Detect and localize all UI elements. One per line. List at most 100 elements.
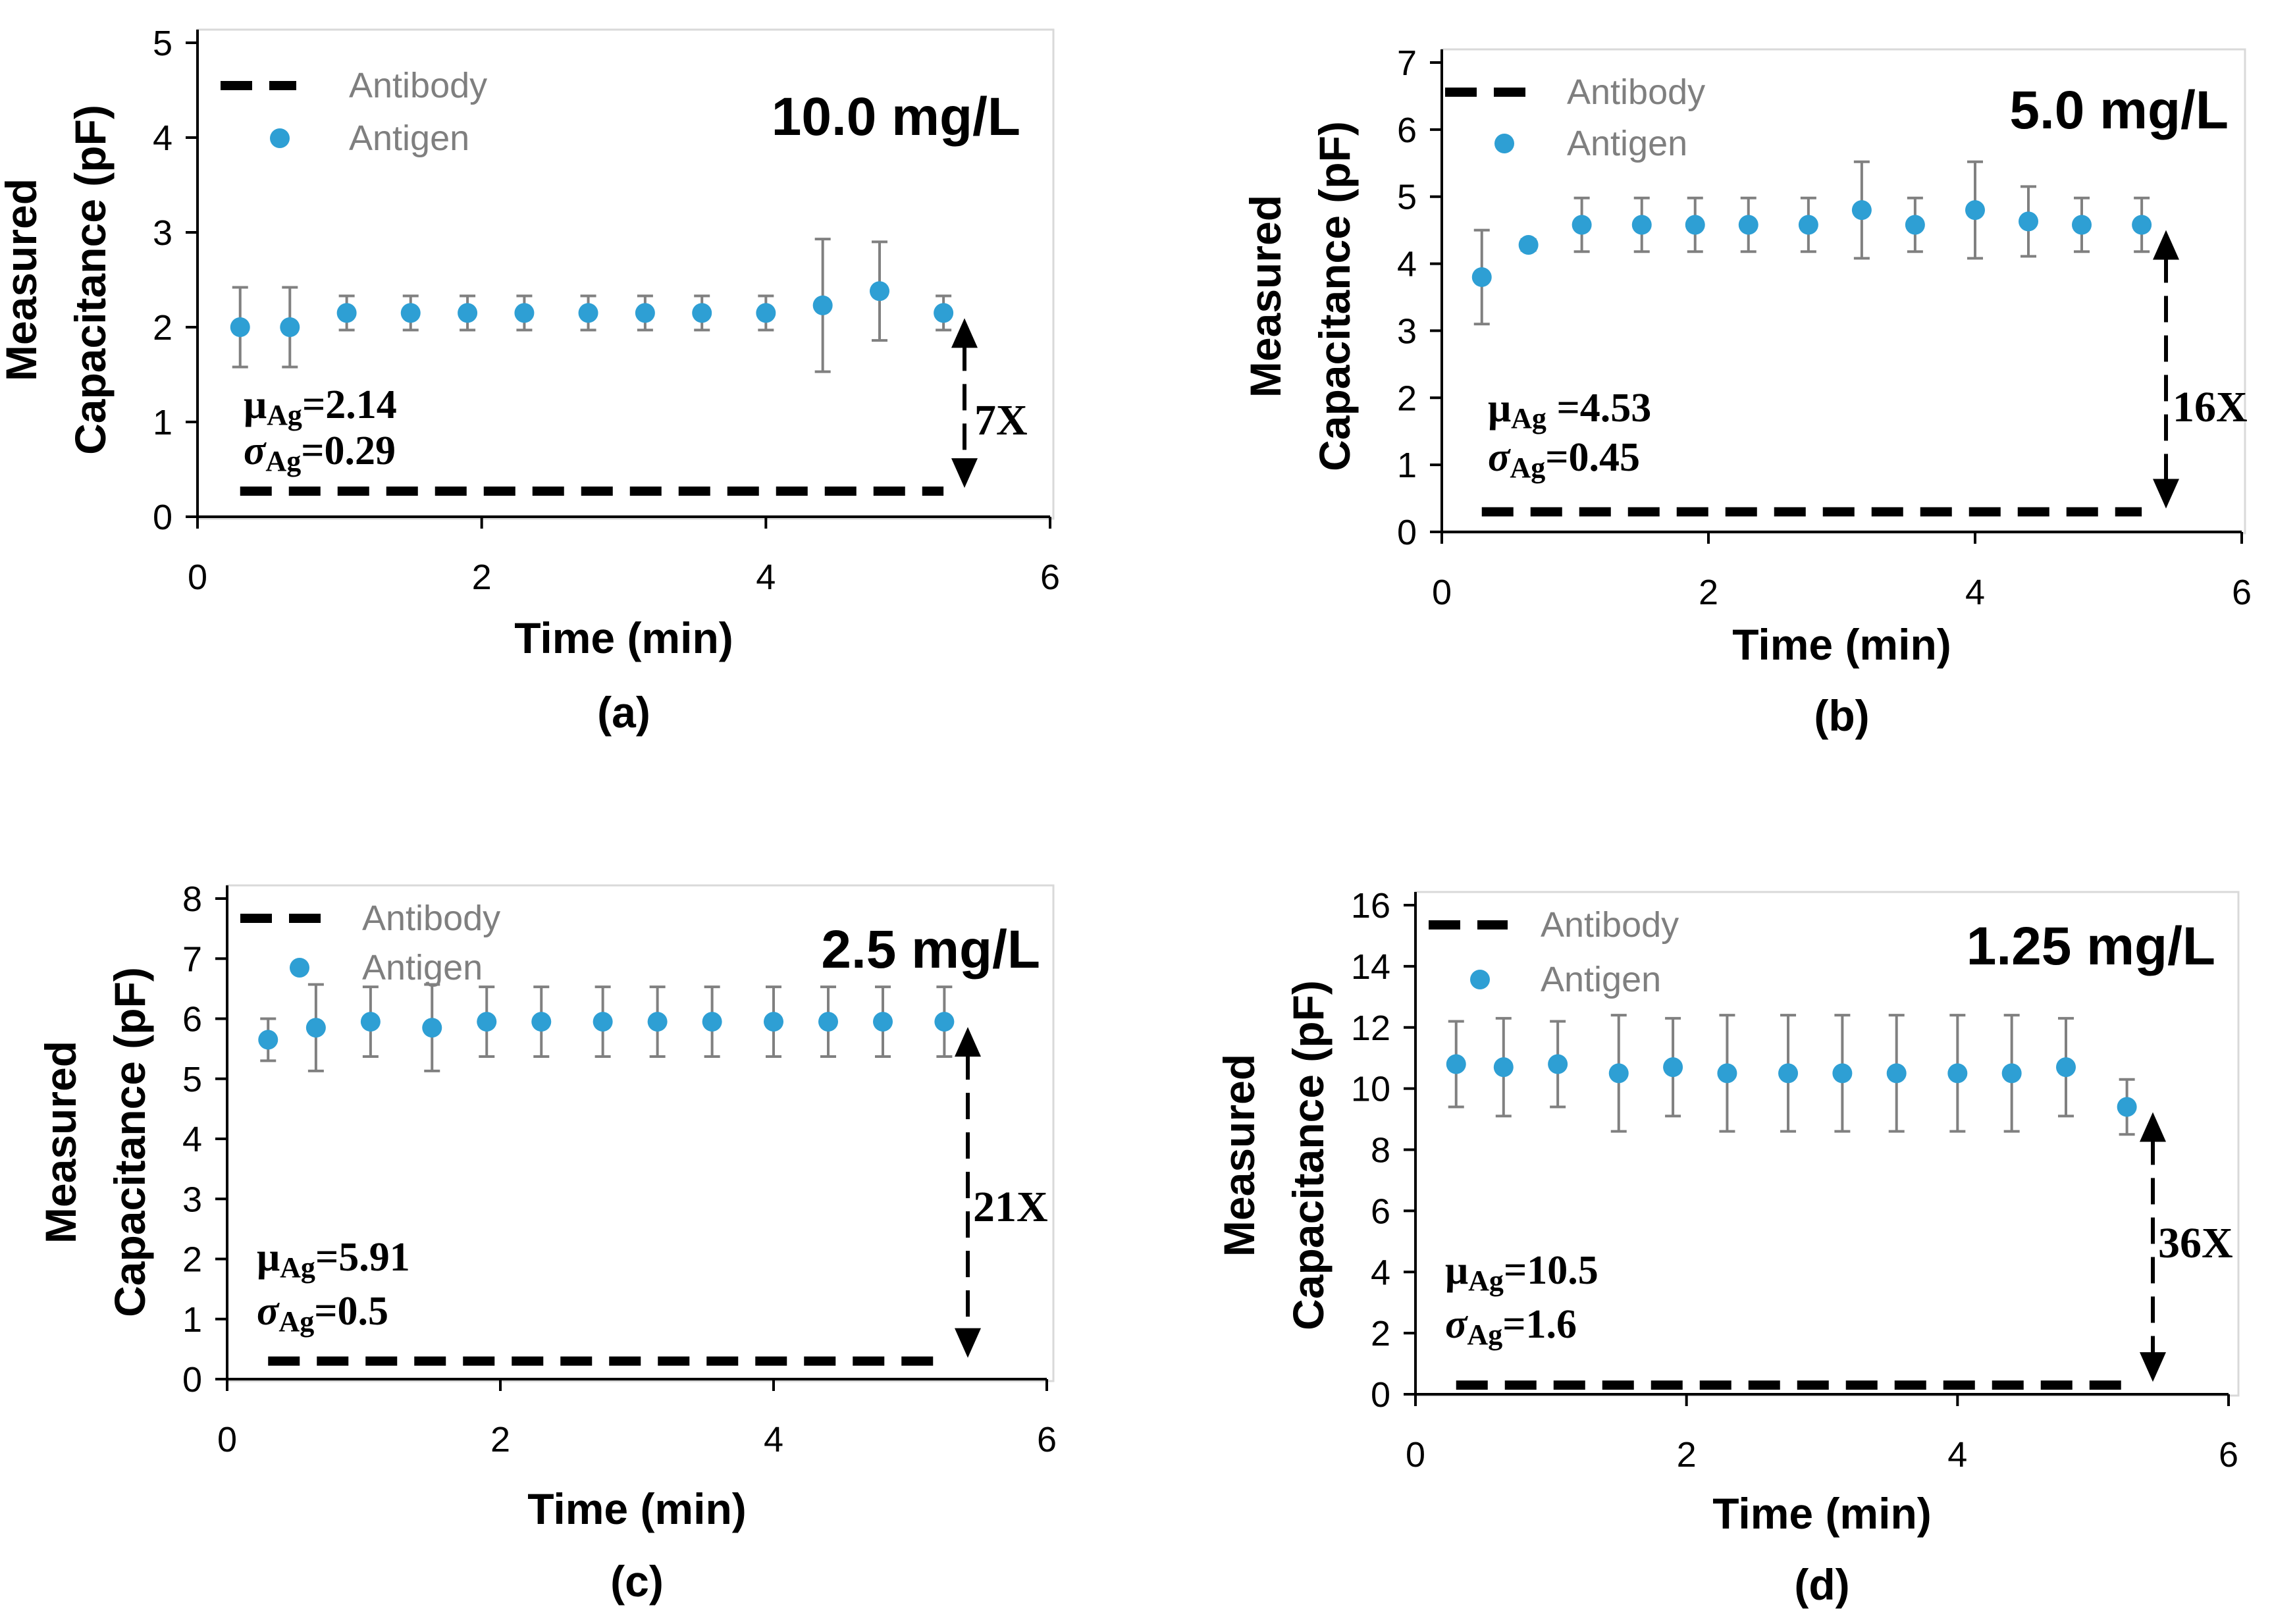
x-tick-label: 0 bbox=[1406, 1435, 1425, 1475]
antigen-data-point bbox=[2072, 215, 2092, 235]
antigen-data-point bbox=[360, 1012, 381, 1032]
antigen-data-point bbox=[305, 1018, 326, 1038]
y-tick-label: 2 bbox=[1397, 379, 1417, 418]
ratio-arrow-head-down bbox=[2153, 479, 2179, 509]
legend-antigen-marker bbox=[270, 128, 290, 148]
antigen-data-point bbox=[422, 1018, 442, 1038]
ratio-label: 36X bbox=[2158, 1219, 2233, 1267]
y-tick-label: 4 bbox=[1371, 1253, 1390, 1292]
chart-panel-a: 0 1 2 3 4 5 0 2 4 6 Time (min) Measured Capacitance … bbox=[0, 24, 1060, 737]
mu-stat: μAg=2.14 bbox=[244, 382, 397, 431]
y-tick-label: 1 bbox=[1397, 446, 1417, 485]
panel-label: (a) bbox=[597, 688, 650, 737]
antigen-data-point bbox=[1493, 1057, 1514, 1078]
antigen-data-point bbox=[2019, 211, 2038, 232]
x-tick-label: 0 bbox=[1432, 573, 1452, 612]
panel-label: (b) bbox=[1814, 691, 1869, 740]
antigen-data-point bbox=[1631, 215, 1652, 235]
antigen-data-point bbox=[1832, 1063, 1853, 1084]
x-tick-label: 4 bbox=[764, 1420, 783, 1459]
y-axis-title-line2: Capacitance (pF) bbox=[66, 105, 115, 455]
legend-antigen-label: Antigen bbox=[349, 118, 469, 158]
ratio-arrow-head-up bbox=[951, 318, 978, 348]
concentration-label: 10.0 mg/L bbox=[772, 87, 1020, 147]
y-axis-title-line2: Capacitance (pF) bbox=[1310, 121, 1359, 471]
legend-antibody-label: Antibody bbox=[362, 899, 500, 938]
x-tick-label: 2 bbox=[1677, 1435, 1697, 1475]
panel-label: (d) bbox=[1794, 1560, 1849, 1609]
y-tick-label: 1 bbox=[182, 1300, 202, 1340]
antigen-data-point bbox=[756, 303, 776, 323]
y-tick-label: 2 bbox=[182, 1240, 202, 1280]
y-tick-label: 0 bbox=[1371, 1375, 1390, 1415]
sigma-stat: σAg=0.5 bbox=[257, 1289, 388, 1338]
x-tick-label: 6 bbox=[1037, 1420, 1057, 1459]
x-tick-label: 4 bbox=[756, 558, 776, 597]
y-axis-title-line2: Capacitance (pF) bbox=[105, 967, 154, 1317]
y-tick-label: 4 bbox=[182, 1120, 202, 1159]
antigen-data-point bbox=[702, 1012, 722, 1032]
panel-label: (c) bbox=[610, 1557, 664, 1606]
y-tick-label: 2 bbox=[153, 308, 172, 348]
antigen-data-point bbox=[578, 303, 598, 323]
x-tick-label: 4 bbox=[1947, 1435, 1967, 1475]
antigen-data-point bbox=[1685, 215, 1705, 235]
antigen-data-point bbox=[818, 1012, 838, 1032]
y-tick-label: 14 bbox=[1351, 947, 1390, 987]
legend-antibody-label: Antibody bbox=[1567, 72, 1705, 112]
x-tick-label: 6 bbox=[1040, 558, 1060, 597]
antigen-data-point bbox=[1905, 215, 1925, 235]
antigen-data-point bbox=[258, 1030, 278, 1050]
y-tick-label: 6 bbox=[1371, 1192, 1390, 1231]
y-tick-label: 12 bbox=[1351, 1008, 1390, 1048]
y-axis-title-line1: Measured bbox=[1241, 195, 1290, 398]
concentration-label: 2.5 mg/L bbox=[821, 920, 1040, 980]
antigen-data-point bbox=[514, 303, 535, 323]
x-tick-label: 6 bbox=[2219, 1435, 2238, 1475]
antigen-data-point bbox=[1548, 1054, 1568, 1074]
x-tick-label: 2 bbox=[1699, 573, 1718, 612]
y-axis-title-line1: Measured bbox=[36, 1041, 85, 1244]
antigen-data-point bbox=[458, 303, 478, 323]
legend-antigen-marker bbox=[1470, 970, 1490, 989]
antigen-data-point bbox=[1798, 215, 1818, 235]
ratio-label: 21X bbox=[973, 1183, 1048, 1231]
antigen-data-point bbox=[1738, 215, 1758, 235]
sigma-stat: σAg=1.6 bbox=[1445, 1302, 1577, 1351]
legend-antigen-label: Antigen bbox=[1567, 124, 1687, 163]
x-tick-label: 6 bbox=[2232, 573, 2252, 612]
y-tick-label: 3 bbox=[182, 1180, 202, 1219]
antigen-data-point bbox=[635, 303, 655, 323]
antigen-data-point bbox=[1446, 1054, 1466, 1074]
ratio-arrow-head-up bbox=[2153, 230, 2179, 260]
y-tick-label: 0 bbox=[182, 1360, 202, 1400]
antigen-data-point bbox=[1608, 1063, 1629, 1084]
y-axis-title-line1: Measured bbox=[1215, 1054, 1263, 1257]
antigen-data-point bbox=[2117, 1097, 2137, 1117]
antigen-data-point bbox=[1572, 215, 1592, 235]
x-tick-label: 4 bbox=[1965, 573, 1985, 612]
y-tick-label: 16 bbox=[1351, 886, 1390, 926]
antigen-data-point bbox=[1717, 1063, 1737, 1084]
y-tick-label: 5 bbox=[1397, 178, 1417, 217]
x-tick-label: 0 bbox=[188, 558, 207, 597]
antigen-data-point bbox=[1518, 235, 1539, 255]
antigen-data-point bbox=[812, 295, 833, 315]
antigen-data-point bbox=[870, 281, 889, 301]
y-tick-label: 3 bbox=[153, 213, 172, 253]
mu-stat: μAg=5.91 bbox=[257, 1235, 410, 1284]
antigen-data-point bbox=[230, 317, 250, 337]
y-tick-label: 3 bbox=[1397, 311, 1417, 351]
ratio-label: 16X bbox=[2173, 383, 2248, 431]
chart-panel-d: 0 2 4 6 8 10 12 14 16 0 2 4 6 Time (min) Measured Capac… bbox=[1215, 886, 2240, 1609]
antigen-data-point bbox=[336, 303, 357, 323]
x-axis-title: Time (min) bbox=[1712, 1489, 1931, 1538]
x-axis-title: Time (min) bbox=[514, 614, 733, 662]
ratio-arrow-head-up bbox=[2140, 1112, 2166, 1142]
legend-antibody-label: Antibody bbox=[1541, 905, 1679, 945]
y-tick-label: 10 bbox=[1351, 1070, 1390, 1109]
antigen-data-point bbox=[1965, 200, 1985, 221]
y-tick-label: 7 bbox=[1397, 43, 1417, 83]
x-tick-label: 0 bbox=[217, 1420, 237, 1459]
